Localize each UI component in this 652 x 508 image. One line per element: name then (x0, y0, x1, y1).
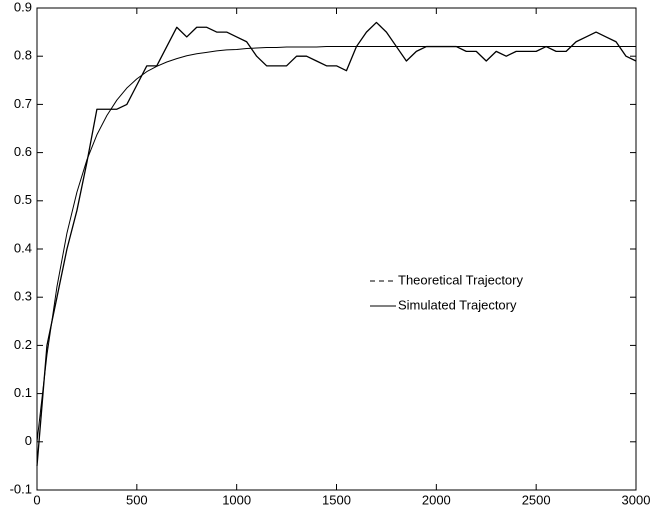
plot-frame (36, 7, 637, 491)
x-tick-label: 2500 (522, 492, 551, 507)
legend-label: Simulated Trajectory (398, 297, 517, 312)
x-tick-label: 3000 (622, 492, 651, 507)
x-tick-label: 2000 (422, 492, 451, 507)
x-tick-label: 1500 (322, 492, 351, 507)
legend-label: Theoretical Trajectory (398, 272, 523, 287)
x-tick-label: 500 (126, 492, 148, 507)
x-tick-label: 0 (33, 492, 40, 507)
y-tick-label: 0.3 (14, 289, 32, 304)
x-tick-label: 1000 (222, 492, 251, 507)
y-tick-label: 0.1 (14, 385, 32, 400)
y-tick-label: 0.5 (14, 192, 32, 207)
y-tick-label: 0.8 (14, 48, 32, 63)
y-tick-label: 0.7 (14, 96, 32, 111)
series-line (36, 21, 637, 466)
series-line (36, 46, 636, 442)
y-tick-label: 0.2 (14, 337, 32, 352)
y-tick-label: 0.4 (14, 240, 32, 255)
y-tick-label: 0.6 (14, 144, 32, 159)
y-tick-label: -0.1 (10, 481, 32, 496)
y-tick-label: 0 (25, 433, 32, 448)
y-tick-label: 0.9 (14, 0, 32, 14)
